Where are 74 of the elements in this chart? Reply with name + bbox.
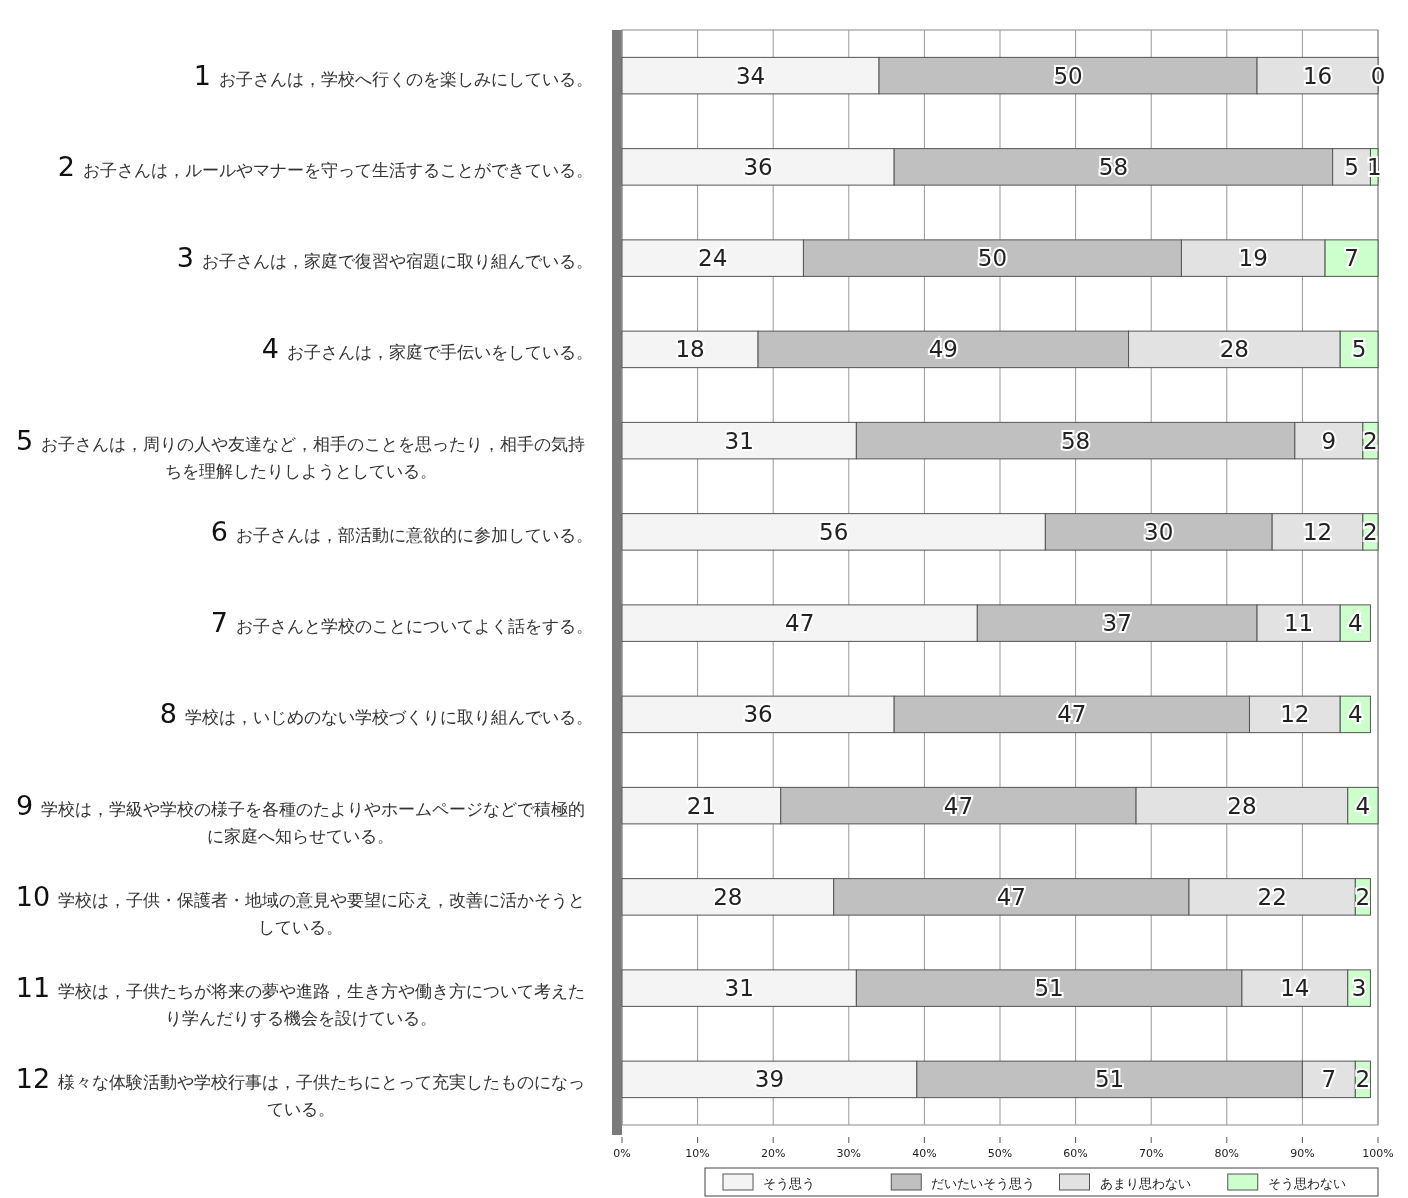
data-label: 50 xyxy=(1053,62,1083,89)
data-label: 49 xyxy=(928,336,958,363)
data-label: 4 xyxy=(1348,610,1363,637)
data-label: 2 xyxy=(1355,883,1371,910)
x-tick-label: 100% xyxy=(1362,1147,1394,1160)
y-tick-label: 3 お子さんは，家庭で復習や宿題に取り組んでいる。 xyxy=(176,242,593,276)
data-label: 4 xyxy=(1355,792,1371,819)
data-label: 47 xyxy=(943,792,974,819)
legend-label: そう思う xyxy=(763,1176,815,1191)
data-label: 5 xyxy=(1344,153,1359,180)
x-tick-label: 70% xyxy=(1138,1147,1164,1160)
data-label: 11 xyxy=(1283,610,1314,637)
data-label: 30 xyxy=(1144,518,1174,545)
data-label: 7 xyxy=(1321,1066,1337,1093)
data-label: 4 xyxy=(1348,701,1363,728)
x-tick-label: 60% xyxy=(1063,1147,1088,1160)
data-label: 34 xyxy=(735,62,766,89)
data-label: 9 xyxy=(1321,427,1337,454)
data-label: 50 xyxy=(977,245,1008,272)
data-label: 7 xyxy=(1344,245,1359,272)
data-label: 19 xyxy=(1238,245,1268,272)
data-label: 16 xyxy=(1302,62,1333,89)
data-label: 5 xyxy=(1351,336,1367,363)
x-tick-label: 90% xyxy=(1290,1147,1315,1160)
data-label: 22 xyxy=(1257,883,1287,910)
y-tick-label: 4 お子さんは，家庭で手伝いをしている。 xyxy=(261,333,593,367)
data-label: 36 xyxy=(743,701,773,728)
data-label: 56 xyxy=(819,518,849,545)
data-label: 58 xyxy=(1060,427,1091,454)
y-tick-label: 11 学校は，子供たちが将来の夢や進路，生き方や働き方について考えたり学んだりする機会を設けている。 xyxy=(14,972,587,1031)
data-label: 24 xyxy=(698,245,728,272)
x-tick-label: 80% xyxy=(1214,1147,1240,1160)
y-tick-label: 7 お子さんと学校のことについてよく話をする。 xyxy=(210,607,593,641)
data-label: 21 xyxy=(686,792,717,819)
y-tick-label: 10 学校は，子供・保護者・地域の意見や要望に応え，改善に活かそうとしている。 xyxy=(14,880,587,939)
y-tick-label: 5 お子さんは，周りの人や友達など，相手のことを思ったり，相手の気持ちを理解したりしようとしている。 xyxy=(14,424,587,483)
legend-label: そう思わない xyxy=(1267,1176,1346,1191)
y-tick-label: 9 学校は，学級や学校の様子を各種のたよりやホームページなどで積極的に家庭へ知らせている。 xyxy=(14,789,587,848)
data-label: 37 xyxy=(1102,610,1132,637)
y-tick-label: 2 お子さんは，ルールやマナーを守って生活することができている。 xyxy=(57,150,593,184)
data-label: 2 xyxy=(1363,518,1378,545)
data-label: 14 xyxy=(1280,975,1310,1002)
data-label: 12 xyxy=(1280,701,1310,728)
x-tick-label: 20% xyxy=(760,1147,786,1160)
y-tick-label: 8 学校は，いじめのない学校づくりに取り組んでいる。 xyxy=(159,698,593,732)
data-label: 0 xyxy=(1370,62,1386,89)
data-label: 2 xyxy=(1363,427,1378,454)
legend-label: あまり思わない xyxy=(1099,1176,1191,1191)
data-label: 51 xyxy=(1034,975,1064,1002)
data-label: 47 xyxy=(785,610,815,637)
data-label: 47 xyxy=(996,883,1026,910)
data-label: 3 xyxy=(1351,975,1367,1002)
x-tick-label: 0% xyxy=(613,1147,631,1160)
legend-label: だいたいそう思う xyxy=(931,1176,1036,1191)
data-label: 39 xyxy=(754,1066,785,1093)
data-label: 28 xyxy=(1219,336,1249,363)
y-tick-label: 1 お子さんは，学校へ行くのを楽しみにしている。 xyxy=(193,59,593,93)
data-label: 31 xyxy=(724,975,754,1002)
data-label: 58 xyxy=(1098,153,1129,180)
x-tick-label: 40% xyxy=(912,1147,937,1160)
x-tick-label: 30% xyxy=(836,1147,862,1160)
data-label: 47 xyxy=(1057,701,1087,728)
y-tick-label: 6 お子さんは，部活動に意欲的に参加している。 xyxy=(210,515,593,549)
data-label: 31 xyxy=(724,427,754,454)
x-tick-label: 10% xyxy=(685,1147,710,1160)
data-label: 2 xyxy=(1355,1066,1371,1093)
data-label: 28 xyxy=(1227,792,1257,819)
data-label: 51 xyxy=(1094,1066,1125,1093)
data-label: 36 xyxy=(743,153,773,180)
data-label: 18 xyxy=(675,336,705,363)
data-label: 12 xyxy=(1302,518,1333,545)
data-label: 28 xyxy=(713,883,743,910)
y-tick-label: 12 様々な体験活動や学校行事は，子供たちにとって充実したものになっている。 xyxy=(14,1063,587,1122)
x-tick-label: 50% xyxy=(987,1147,1013,1160)
